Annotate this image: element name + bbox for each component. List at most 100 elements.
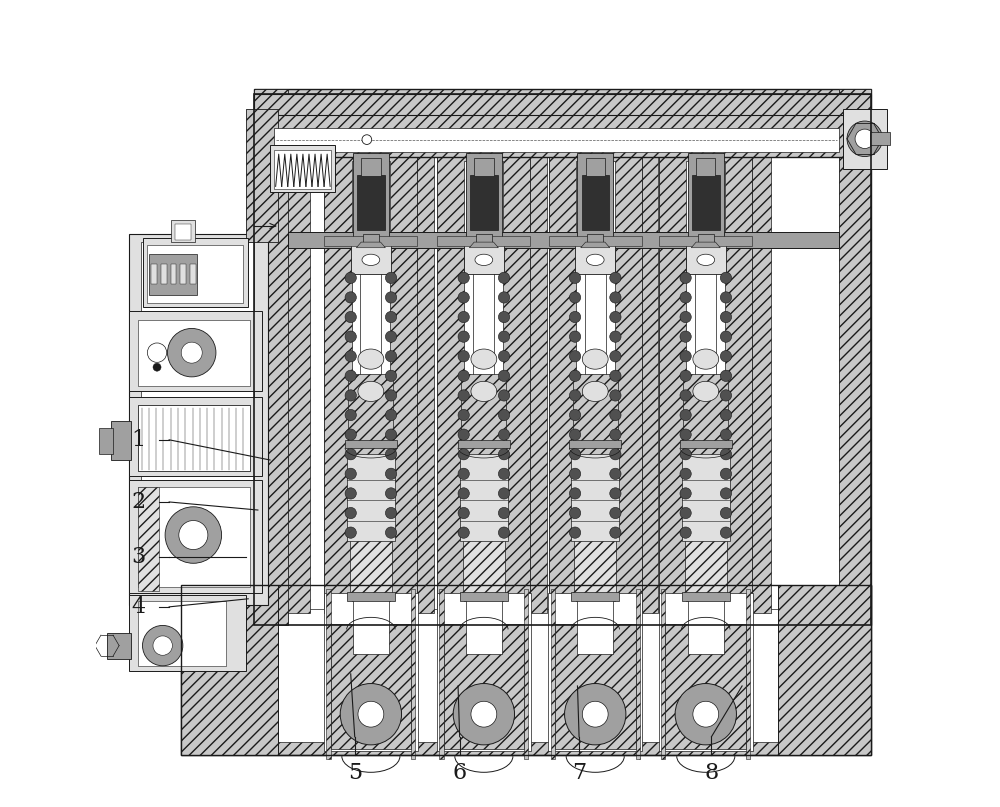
Circle shape [385,370,397,382]
Circle shape [720,487,732,499]
Circle shape [362,135,372,144]
Bar [778,585,871,755]
Circle shape [458,429,469,441]
Circle shape [569,331,581,342]
Circle shape [610,429,621,441]
Bar [181,585,871,755]
Circle shape [345,272,356,283]
Bar [360,250,381,541]
Circle shape [680,292,691,303]
Circle shape [569,487,581,499]
Bar [129,480,262,593]
Circle shape [385,350,397,362]
Ellipse shape [471,349,497,369]
Bar [585,250,606,541]
Bar [659,236,752,246]
Circle shape [498,390,510,401]
Bar [288,232,839,248]
Circle shape [720,468,732,479]
Bar [458,440,510,448]
Ellipse shape [582,382,608,402]
Circle shape [458,468,469,479]
Bar [345,440,397,448]
Circle shape [385,292,397,303]
Circle shape [385,390,397,401]
Bar [99,428,113,454]
Bar [555,624,636,749]
Circle shape [345,508,356,519]
Bar [149,254,197,295]
Circle shape [569,390,581,401]
Bar [246,109,278,242]
Circle shape [569,272,581,283]
Bar [324,236,417,246]
Bar [551,589,555,759]
Bar [411,589,415,759]
Bar [569,440,621,448]
Bar [575,242,615,274]
Bar [129,397,262,476]
Bar [461,374,506,454]
Circle shape [165,507,222,563]
Circle shape [569,370,581,382]
Circle shape [720,527,732,538]
Circle shape [147,343,167,362]
Circle shape [142,625,183,666]
Bar [749,157,771,613]
Text: 6: 6 [453,762,467,784]
Circle shape [385,429,397,441]
Bar [659,593,753,751]
Text: 4: 4 [131,596,146,618]
Circle shape [498,370,510,382]
Bar [254,111,871,157]
Bar [571,592,619,601]
Circle shape [693,701,719,727]
Bar [181,585,278,755]
Bar [129,595,246,671]
Bar [254,94,871,115]
Circle shape [498,468,510,479]
Circle shape [385,272,397,283]
Bar [138,601,226,666]
Circle shape [385,449,397,460]
Circle shape [680,331,691,342]
Bar [548,593,642,751]
Bar [347,592,395,601]
Bar [363,234,379,246]
Circle shape [569,350,581,362]
Circle shape [680,409,691,420]
Circle shape [569,429,581,441]
Bar [437,236,530,246]
Circle shape [720,370,732,382]
Bar [524,157,547,613]
Circle shape [458,487,469,499]
Circle shape [345,350,356,362]
Bar [353,593,389,654]
Bar [353,153,389,242]
Circle shape [498,312,510,323]
Circle shape [680,370,691,382]
Bar [357,175,385,230]
Bar [274,128,839,152]
Bar [351,242,391,274]
Circle shape [458,370,469,382]
Bar [476,234,492,246]
Circle shape [385,487,397,499]
Text: 3: 3 [131,546,146,568]
Bar [746,589,750,759]
Bar [843,109,887,169]
Bar [576,161,615,601]
Bar [175,224,191,240]
Circle shape [720,429,732,441]
Circle shape [385,312,397,323]
Bar [686,161,725,601]
Circle shape [680,429,691,441]
Circle shape [610,390,621,401]
Circle shape [680,272,691,283]
Bar [466,153,502,242]
Ellipse shape [582,349,608,369]
Circle shape [345,331,356,342]
Circle shape [458,508,469,519]
Bar [324,593,418,751]
Bar [352,161,390,601]
